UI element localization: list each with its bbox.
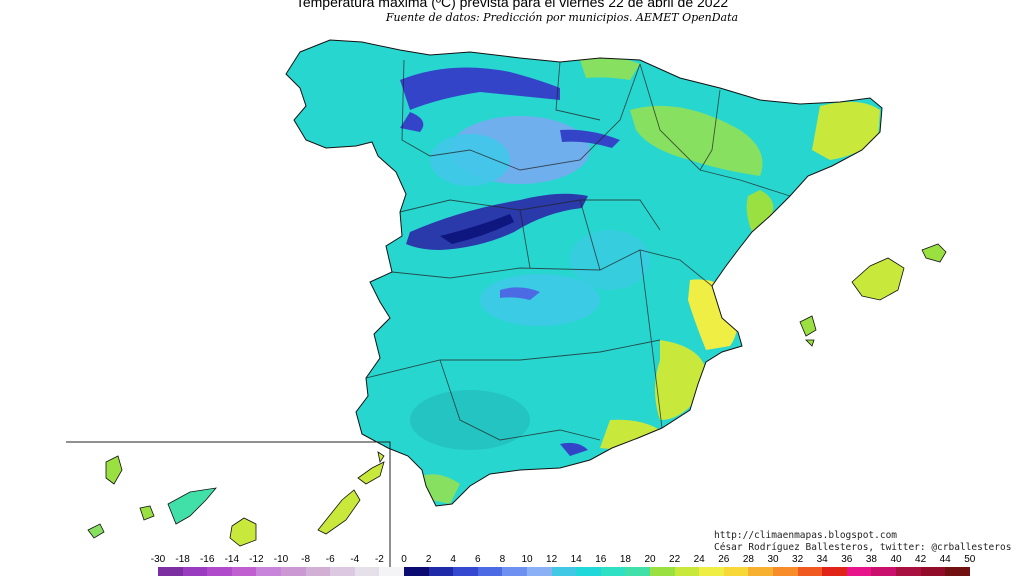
legend-swatch bbox=[527, 567, 553, 576]
legend-swatch bbox=[773, 567, 799, 576]
legend-tick: 34 bbox=[816, 554, 828, 565]
legend-tick: -8 bbox=[301, 554, 311, 565]
legend-tick: 6 bbox=[475, 554, 481, 565]
legend-swatch bbox=[453, 567, 479, 576]
legend-tick: 42 bbox=[915, 554, 927, 565]
canary-islands-inset bbox=[66, 441, 391, 576]
legend-tick: 8 bbox=[499, 554, 506, 565]
legend-swatch bbox=[551, 567, 577, 576]
temperature-legend: -30 -18 -16 -14 -12 -10 -8 -6 -4 -2 0 2 4 6 8 10 12 14 16 1… bbox=[150, 554, 980, 576]
legend-swatch bbox=[650, 567, 676, 576]
credits-url: http://climaenmapas.blogspot.com bbox=[714, 530, 898, 541]
mainland-spain bbox=[285, 39, 883, 507]
map-title: Temperatura máxima (ºC) prevista para el… bbox=[295, 0, 729, 10]
legend-tick: 32 bbox=[792, 554, 804, 565]
legend-swatch bbox=[256, 567, 282, 576]
legend-swatch bbox=[674, 567, 700, 576]
legend-tick: 18 bbox=[619, 554, 631, 565]
legend-swatch bbox=[207, 567, 233, 576]
legend-swatch bbox=[502, 567, 528, 576]
legend-tick: 30 bbox=[767, 554, 779, 565]
legend-tick: 50 bbox=[964, 554, 976, 565]
legend-tick: 24 bbox=[693, 554, 705, 565]
map-subtitle: Fuente de datos: Predicción por municipi… bbox=[385, 11, 739, 24]
legend-tick: 26 bbox=[718, 554, 730, 565]
legend-tick: 4 bbox=[450, 554, 456, 565]
legend-tick: -2 bbox=[374, 554, 384, 565]
legend-tick: 38 bbox=[865, 554, 877, 565]
legend-tick: 10 bbox=[521, 554, 533, 565]
legend-swatch bbox=[945, 567, 971, 576]
legend-swatch bbox=[182, 567, 208, 576]
legend-tick: -16 bbox=[199, 554, 215, 565]
legend-tick: 2 bbox=[425, 554, 432, 565]
legend-swatch bbox=[477, 567, 503, 576]
legend-swatch bbox=[797, 567, 823, 576]
legend-swatch bbox=[846, 567, 872, 576]
legend-tick: 12 bbox=[546, 554, 558, 565]
legend-swatch bbox=[625, 567, 651, 576]
legend-swatch bbox=[305, 567, 331, 576]
legend-swatch bbox=[231, 567, 257, 576]
legend-swatch bbox=[748, 567, 774, 576]
legend-swatch bbox=[896, 567, 922, 576]
legend-swatch bbox=[822, 567, 848, 576]
legend-tick: 14 bbox=[570, 554, 582, 565]
balearic-islands bbox=[799, 243, 947, 347]
legend-swatch bbox=[354, 567, 380, 576]
legend-tick: -4 bbox=[350, 554, 360, 565]
legend-swatch bbox=[158, 567, 184, 576]
legend-tick: 36 bbox=[841, 554, 853, 565]
legend-tick: 28 bbox=[742, 554, 754, 565]
legend-tick: 0 bbox=[401, 554, 407, 565]
credits-author: César Rodríguez Ballesteros, twitter: @c… bbox=[714, 542, 1012, 553]
legend-swatch bbox=[428, 567, 454, 576]
legend-tick: -10 bbox=[273, 554, 289, 565]
legend-tick: 16 bbox=[595, 554, 607, 565]
legend-swatch bbox=[404, 567, 430, 576]
legend-tick: -6 bbox=[325, 554, 335, 565]
legend-swatch bbox=[699, 567, 725, 576]
legend-tick: -14 bbox=[224, 554, 240, 565]
legend-tick: 20 bbox=[644, 554, 656, 565]
legend-swatch bbox=[723, 567, 749, 576]
legend-swatch bbox=[379, 567, 405, 576]
legend-tick: -18 bbox=[175, 554, 190, 565]
legend-tick: -12 bbox=[249, 554, 264, 565]
legend-swatch bbox=[330, 567, 356, 576]
legend-tick: 44 bbox=[939, 554, 951, 565]
legend-tick: -30 bbox=[150, 554, 166, 565]
legend-tick: 40 bbox=[890, 554, 902, 565]
credits: http://climaenmapas.blogspot.com César R… bbox=[714, 530, 1011, 554]
legend-swatch bbox=[600, 567, 626, 576]
legend-swatch bbox=[281, 567, 307, 576]
legend-swatch bbox=[871, 567, 897, 576]
legend-swatch bbox=[920, 567, 946, 576]
legend-swatch bbox=[576, 567, 602, 576]
legend-tick: 22 bbox=[669, 554, 681, 565]
